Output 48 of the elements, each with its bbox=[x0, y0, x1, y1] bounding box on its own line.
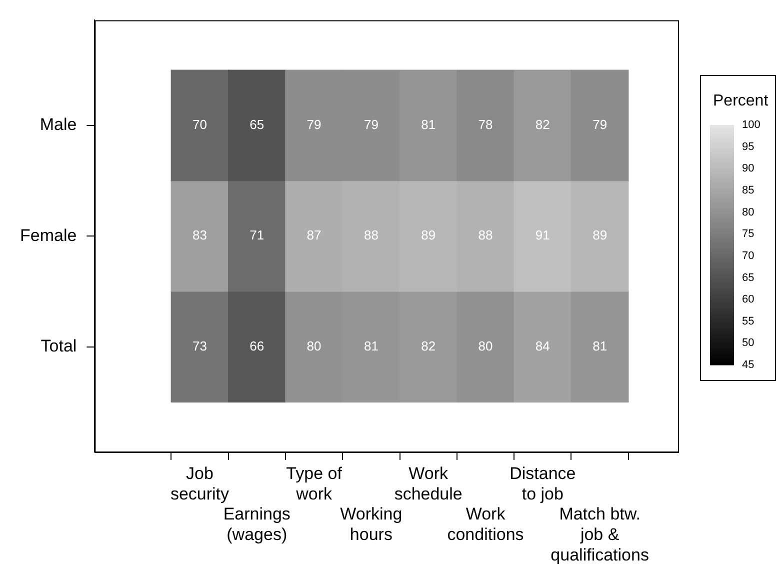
color-bar-label: 95 bbox=[742, 140, 754, 153]
data-label: 81 bbox=[364, 338, 378, 354]
data-label: 89 bbox=[592, 228, 608, 243]
data-label: 88 bbox=[478, 228, 493, 243]
color-bar-label: 75 bbox=[742, 228, 754, 240]
data-label: 81 bbox=[592, 338, 608, 354]
data-label: 71 bbox=[250, 228, 264, 243]
data-label: 84 bbox=[535, 338, 550, 354]
color-bar-label: 90 bbox=[742, 162, 754, 175]
color-bar-label: 50 bbox=[742, 337, 754, 350]
data-label: 81 bbox=[421, 116, 436, 132]
color-bar-label: 45 bbox=[742, 359, 754, 372]
data-label: 78 bbox=[478, 116, 493, 132]
data-label: 66 bbox=[250, 338, 264, 354]
legend-title: Percent bbox=[713, 92, 769, 110]
color-bar-label: 65 bbox=[742, 272, 754, 284]
x-tick-label: Work conditions bbox=[447, 504, 524, 544]
x-tick-label: Work schedule bbox=[394, 464, 462, 504]
color-bar-label: 55 bbox=[742, 315, 754, 328]
data-label: 89 bbox=[421, 228, 436, 243]
color-bar-label: 85 bbox=[742, 184, 754, 196]
color-bar-label: 100 bbox=[742, 119, 760, 132]
data-label: 73 bbox=[192, 338, 207, 354]
x-tick-label: Job security bbox=[170, 464, 230, 504]
y-tick-label: Total bbox=[40, 336, 77, 356]
data-label: 80 bbox=[306, 338, 322, 354]
data-label: 80 bbox=[478, 338, 493, 354]
data-label: 87 bbox=[306, 228, 322, 243]
data-label: 70 bbox=[192, 116, 207, 132]
data-label: 79 bbox=[364, 116, 378, 132]
data-label: 65 bbox=[250, 116, 264, 132]
x-tick-label: Distance to job bbox=[510, 464, 576, 504]
x-tick-label: Earnings (wages) bbox=[223, 504, 290, 544]
data-label: 79 bbox=[306, 116, 322, 132]
data-label: 83 bbox=[192, 228, 207, 243]
data-label: 91 bbox=[535, 228, 550, 243]
x-tick-label: Match btw. job & qualifications bbox=[550, 504, 649, 564]
data-label: 79 bbox=[592, 116, 608, 132]
color-bar-label: 60 bbox=[742, 294, 754, 306]
color-bar-label: 70 bbox=[742, 250, 754, 262]
y-tick-label: Male bbox=[40, 115, 77, 134]
data-label: 82 bbox=[535, 116, 550, 132]
color-bar-label: 80 bbox=[742, 206, 754, 218]
data-label: 82 bbox=[421, 338, 436, 354]
y-tick-label: Female bbox=[20, 226, 77, 245]
x-tick-label: Working hours bbox=[340, 504, 402, 544]
data-label: 88 bbox=[364, 228, 378, 243]
x-tick-label: Type of work bbox=[286, 464, 342, 504]
